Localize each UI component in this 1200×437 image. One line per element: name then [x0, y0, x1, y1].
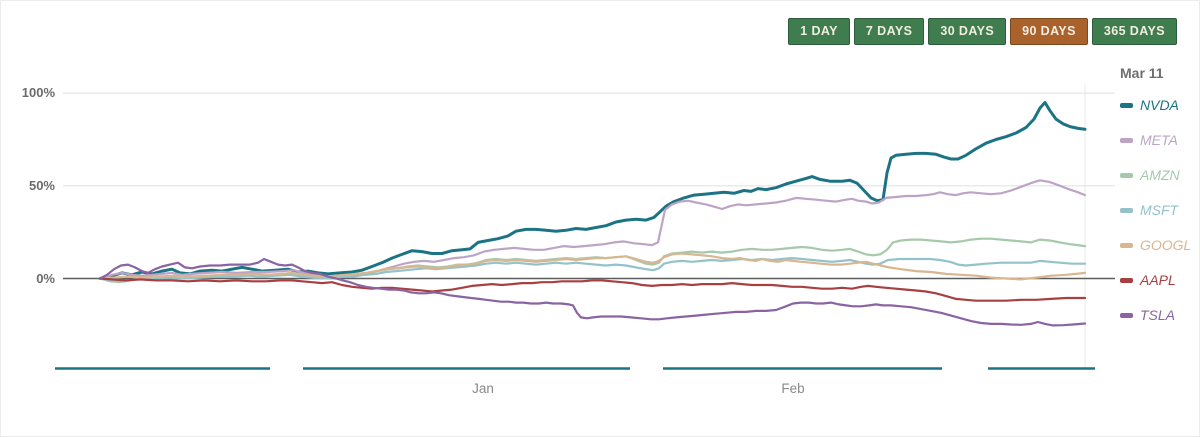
legend-item-nvda: NVDA — [1120, 97, 1191, 113]
chart-legend: Mar 11 NVDA META AMZN MSFT GOOGL AAPL TSLA — [1120, 65, 1191, 343]
series-line-aapl — [98, 277, 1087, 302]
legend-item-meta: META — [1120, 132, 1191, 148]
legend-ticker-label: MSFT — [1140, 202, 1179, 218]
tsla-series-marker-icon — [1120, 312, 1133, 318]
series-line-msft — [98, 257, 1087, 283]
legend-ticker-label: META — [1140, 132, 1178, 148]
series-line-nvda — [98, 101, 1087, 280]
legend-ticker-label: GOOGL — [1140, 237, 1192, 253]
legend-item-amzn: AMZN — [1120, 167, 1191, 183]
legend-date: Mar 11 — [1120, 65, 1164, 81]
range-button-90-days[interactable]: 90 DAYS — [1010, 18, 1088, 45]
legend-ticker-label: TSLA — [1140, 307, 1176, 323]
range-button-365-days[interactable]: 365 DAYS — [1091, 18, 1177, 45]
googl-series-marker-icon — [1120, 242, 1133, 248]
legend-ticker-label: NVDA — [1140, 97, 1179, 113]
series-line-meta — [98, 179, 1087, 280]
y-tick-100-: 100% — [21, 85, 55, 101]
time-range-toolbar: 1 DAY 7 DAYS 30 DAYS 90 DAYS 365 DAYS — [788, 18, 1177, 45]
aapl-series-marker-icon — [1120, 277, 1133, 283]
legend-item-googl: GOOGL — [1120, 237, 1192, 253]
month-label-jan: Jan — [472, 381, 494, 396]
msft-series-marker-icon — [1120, 207, 1133, 213]
legend-item-aapl: AAPL — [1120, 272, 1191, 288]
month-label-feb: Feb — [781, 381, 805, 396]
series-line-googl — [98, 252, 1087, 281]
range-button-7-days[interactable]: 7 DAYS — [853, 18, 925, 45]
legend-ticker-label: AAPL — [1140, 272, 1176, 288]
meta-series-marker-icon — [1120, 137, 1133, 143]
range-button-30-days[interactable]: 30 DAYS — [928, 18, 1007, 45]
legend-item-tsla: TSLA — [1120, 307, 1191, 323]
legend-items: NVDA META AMZN MSFT GOOGL AAPL TSLA — [1120, 97, 1192, 323]
range-button-1-day[interactable]: 1 DAY — [788, 18, 850, 45]
legend-item-msft: MSFT — [1120, 202, 1191, 218]
amzn-series-marker-icon — [1120, 172, 1133, 178]
y-tick-0-: 0% — [36, 270, 55, 286]
series-line-tsla — [98, 257, 1087, 327]
y-tick-50-: 50% — [28, 177, 55, 193]
legend-ticker-label: AMZN — [1140, 167, 1180, 183]
nvda-series-marker-icon — [1120, 102, 1133, 108]
